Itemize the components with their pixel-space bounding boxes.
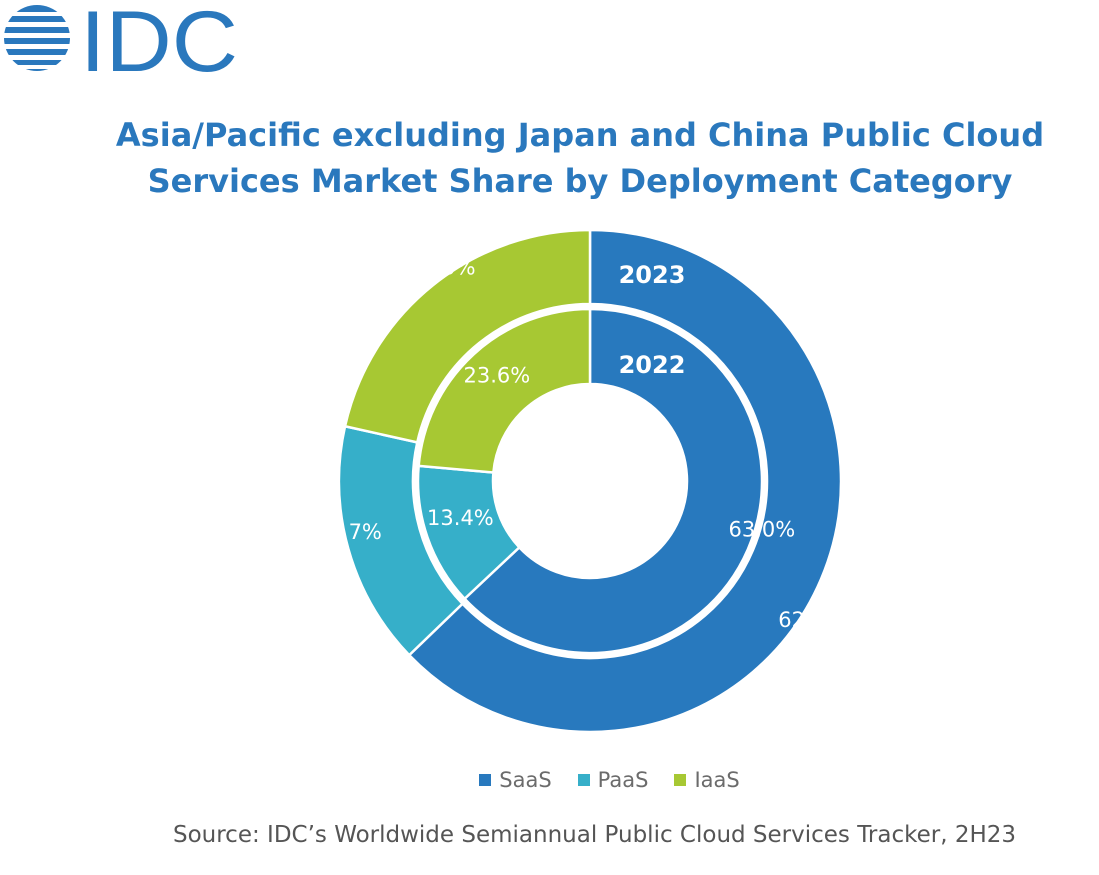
slice-inner-saas	[462, 307, 764, 655]
legend-swatch-iaas	[674, 774, 687, 786]
legend-item-saas: SaaS	[479, 768, 552, 792]
slice-outer-saas	[407, 228, 843, 734]
idc-logo: IDC	[0, 0, 238, 80]
slice-inner-iaas	[417, 307, 592, 474]
data-label-inner-paas: 13.4%	[427, 506, 494, 530]
data-label-outer-saas: 62.8%	[778, 608, 845, 632]
legend-swatch-paas	[577, 774, 590, 786]
legend-label-saas: SaaS	[499, 768, 552, 792]
chart-title: Asia/Pacific excluding Japan and China P…	[115, 116, 1045, 200]
legend-label-paas: PaaS	[597, 768, 649, 792]
chart-legend: SaaS PaaS IaaS	[0, 768, 1099, 792]
legend-item-paas: PaaS	[577, 768, 649, 792]
idc-globe-icon	[0, 5, 80, 71]
slice-outer-iaas	[343, 228, 592, 444]
legend-label-iaas: IaaS	[694, 768, 740, 792]
ring-label-inner: 2022	[619, 351, 686, 379]
idc-logo-text: IDC	[80, 0, 238, 80]
data-label-outer-iaas: 21.5%	[409, 256, 476, 280]
source-note: Source: IDC’s Worldwide Semiannual Publi…	[172, 822, 1017, 848]
data-label-outer-paas: 15.7%	[315, 520, 382, 544]
data-label-inner-saas: 63.0%	[729, 518, 796, 542]
ring-label-outer: 2023	[619, 261, 686, 289]
legend-swatch-saas	[479, 774, 492, 786]
legend-item-iaas: IaaS	[674, 768, 740, 792]
data-label-inner-iaas: 23.6%	[463, 363, 530, 387]
